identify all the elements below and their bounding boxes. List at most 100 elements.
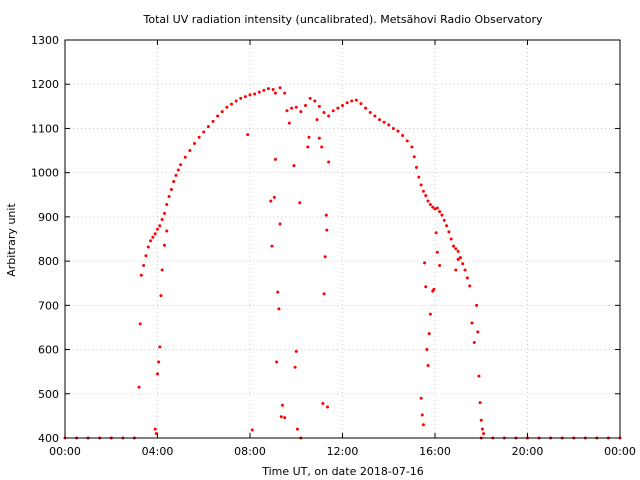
data-point [417, 175, 421, 179]
data-point [151, 235, 155, 239]
data-point [230, 102, 233, 106]
data-point [320, 145, 324, 149]
data-point [440, 213, 444, 217]
data-point [322, 292, 326, 296]
data-point [423, 261, 427, 265]
y-tick-label: 1200 [31, 78, 59, 91]
data-point [345, 101, 349, 105]
x-tick-label: 08:00 [234, 445, 266, 458]
data-point [239, 96, 243, 100]
data-point [176, 168, 180, 172]
data-point [447, 230, 451, 234]
data-point [461, 262, 465, 266]
data-point [295, 427, 299, 431]
y-tick-label: 500 [38, 388, 59, 401]
data-point [234, 99, 238, 103]
data-point [157, 360, 161, 364]
data-points [63, 86, 622, 440]
data-point [465, 276, 469, 280]
chart-title: Total UV radiation intensity (uncalibrat… [143, 13, 543, 26]
y-tick-label: 1100 [31, 122, 59, 135]
data-point [139, 273, 143, 277]
y-tick-label: 800 [38, 255, 59, 268]
data-point [438, 210, 442, 214]
data-point [272, 195, 276, 199]
data-point [322, 111, 326, 115]
data-point [156, 372, 159, 376]
y-tick-label: 900 [38, 211, 59, 224]
data-point [378, 118, 381, 122]
data-point [149, 239, 153, 243]
data-point [158, 224, 162, 228]
data-point [331, 109, 335, 113]
data-point [165, 229, 169, 233]
data-point [468, 284, 472, 288]
data-point [158, 345, 162, 349]
data-point [482, 432, 486, 436]
data-point [153, 427, 157, 431]
data-point [253, 92, 257, 96]
data-point [424, 194, 428, 198]
x-axis: 00:00 04:00 08:00 12:00 16:00 20:00 00:00 [49, 40, 636, 458]
data-point [153, 232, 157, 236]
data-point [179, 163, 183, 167]
data-point [445, 224, 449, 228]
data-point [273, 91, 277, 95]
data-point [434, 231, 438, 235]
x-tick-label: 16:00 [419, 445, 451, 458]
data-point [387, 123, 391, 127]
data-point [220, 110, 224, 114]
y-axis: 400 500 600 700 800 900 1000 1100 1200 1300 [31, 34, 620, 445]
data-point [428, 312, 432, 316]
data-point [480, 427, 484, 431]
data-point [452, 244, 455, 248]
data-point [341, 103, 344, 107]
data-point [323, 255, 327, 259]
data-point [321, 402, 325, 406]
data-point [287, 121, 291, 125]
data-point [456, 257, 460, 261]
data-point [426, 199, 430, 203]
data-point [165, 203, 169, 207]
data-point [428, 203, 432, 207]
data-point [401, 134, 405, 138]
x-tick-label: 00:00 [49, 445, 81, 458]
data-point [278, 222, 282, 226]
data-point [308, 96, 312, 100]
x-tick-label: 04:00 [142, 445, 174, 458]
data-point [162, 211, 166, 215]
data-point [325, 405, 329, 409]
data-point [172, 180, 176, 184]
data-point [454, 268, 458, 272]
data-point [313, 99, 317, 103]
data-point [412, 155, 416, 159]
data-point [354, 98, 358, 102]
data-point [472, 340, 476, 344]
data-point [273, 157, 277, 161]
data-point [350, 99, 354, 103]
data-point [425, 348, 429, 352]
data-point [396, 129, 400, 133]
data-point [156, 227, 159, 231]
data-point [243, 95, 247, 99]
data-point [294, 105, 298, 109]
data-point [248, 93, 252, 97]
y-axis-label: Arbitrary unit [5, 203, 18, 277]
data-point [298, 201, 302, 205]
data-point [442, 218, 446, 222]
y-tick-label: 1300 [31, 34, 59, 47]
data-point [279, 415, 283, 419]
data-point [183, 155, 187, 159]
data-point [280, 403, 284, 407]
data-point [292, 164, 296, 168]
data-point [478, 401, 482, 405]
data-point [410, 145, 414, 149]
y-tick-label: 1000 [31, 167, 59, 180]
data-point [432, 287, 436, 291]
data-point [327, 160, 331, 164]
data-point [159, 294, 163, 298]
data-point [146, 245, 150, 249]
data-point [435, 250, 439, 254]
